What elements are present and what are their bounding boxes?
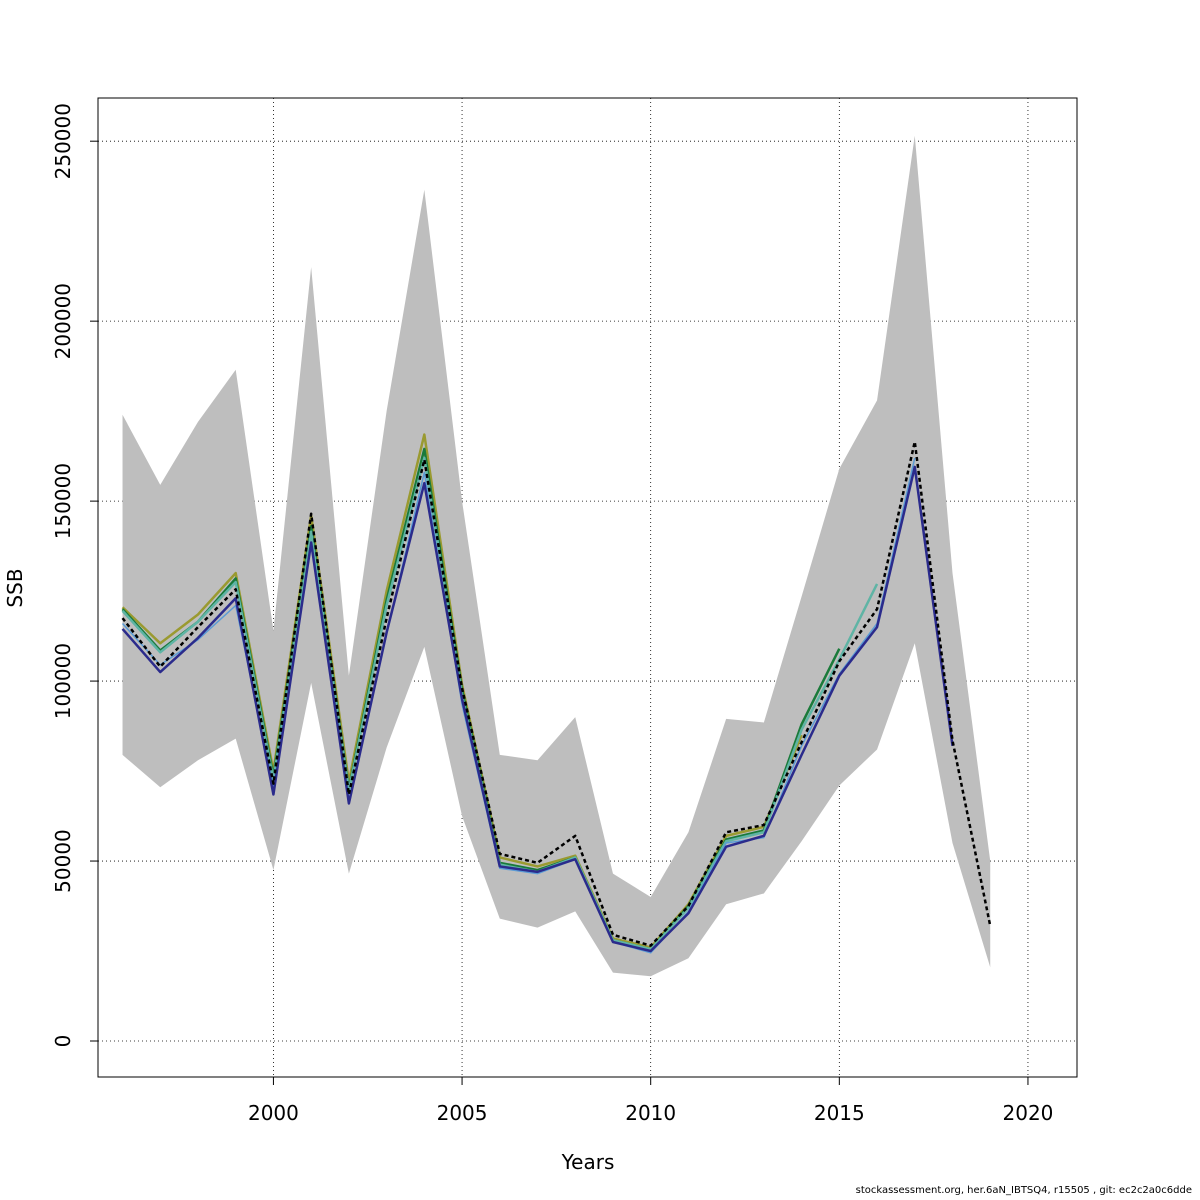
y-tick-label-150000: 150000 [51, 463, 75, 539]
x-tick-label-2015: 2015 [814, 1101, 865, 1125]
y-axis-title: SSB [3, 568, 27, 607]
x-axis-title: Years [561, 1150, 615, 1174]
y-tick-label-50000: 50000 [51, 829, 75, 893]
confidence-band [122, 135, 991, 977]
series-lines [121, 433, 992, 954]
x-axis: 2000 2005 2010 2015 2020 [248, 1077, 1053, 1125]
y-tick-label-200000: 200000 [51, 283, 75, 359]
x-tick-label-2005: 2005 [437, 1101, 488, 1125]
y-tick-label-100000: 100000 [51, 643, 75, 719]
x-tick-label-2020: 2020 [1003, 1101, 1054, 1125]
plot-frame [97, 97, 1078, 1078]
confidence-band-area [122, 135, 991, 977]
series-line-1 [121, 465, 954, 953]
y-tick-label-250000: 250000 [51, 103, 75, 179]
x-tick-label-2000: 2000 [248, 1101, 299, 1125]
series-line-0 [121, 440, 992, 947]
y-tick-label-0: 0 [51, 1035, 75, 1048]
y-axis: 0 50000 100000 150000 200000 250000 [51, 103, 98, 1047]
x-tick-label-2010: 2010 [625, 1101, 676, 1125]
footer-credit: stockassessment.org, her.6aN_IBTSQ4, r15… [855, 1185, 1192, 1196]
